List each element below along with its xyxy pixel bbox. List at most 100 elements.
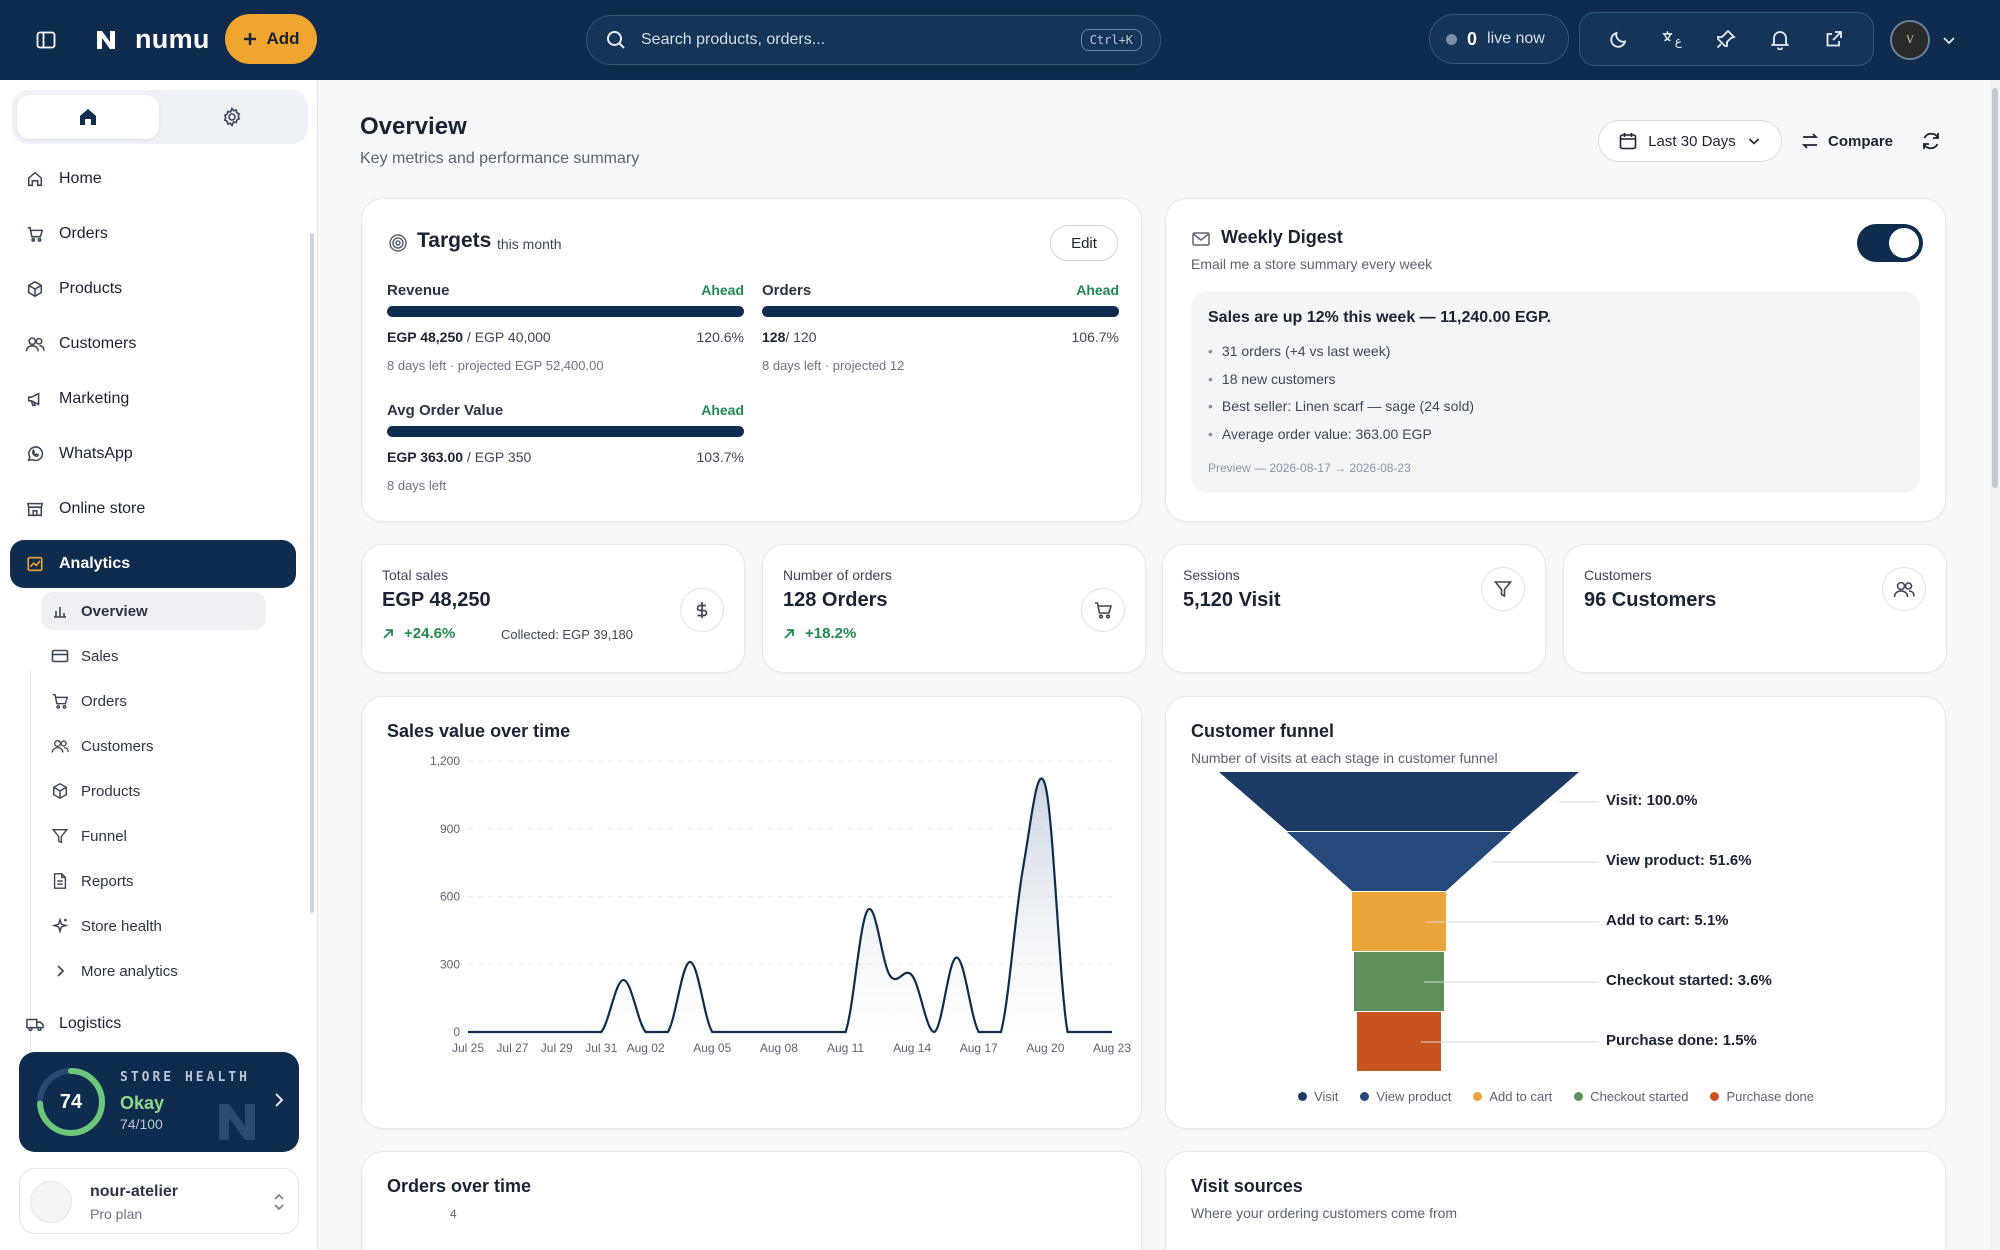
target-label: Revenue [387,282,450,299]
funnel-title: Customer funnel [1191,721,1335,741]
bell-icon[interactable] [1768,27,1792,51]
legend-swatch [1574,1092,1584,1101]
funnel-stage [1354,952,1444,1011]
megaphone-icon [25,389,45,409]
user-avatar[interactable]: V [1890,20,1930,60]
funnel-label: Visit: 100.0% [1606,792,1698,809]
kpi-value: 5,120 Visit [1183,589,1281,611]
account-plan: Pro plan [90,1206,143,1222]
page-scrollbar[interactable] [1990,80,2000,1250]
date-range-label: Last 30 Days [1648,132,1736,150]
svg-text:ع: ع [1674,34,1682,48]
sidebar-scrollbar[interactable] [310,233,314,913]
tab-settings[interactable] [161,95,303,139]
calendar-icon [1619,133,1637,150]
kpi-sessions[interactable]: Sessions 5,120 Visit [1162,544,1546,673]
sidebar-item-marketing[interactable]: Marketing [10,375,296,423]
x-tick-label: Jul 31 [585,1041,617,1055]
moon-icon[interactable] [1607,27,1631,51]
date-range-select[interactable]: Last 30 Days [1598,120,1782,162]
x-tick-label: Aug 14 [893,1041,931,1055]
chevron-right-icon [269,1090,289,1110]
kpi-number-of-orders[interactable]: Number of orders 128 Orders +18.2% [762,544,1146,673]
sidebar-item-products[interactable]: Products [10,265,296,313]
kpi-label: Sessions [1183,567,1240,583]
box-icon [51,782,69,800]
sidebar-sub-orders[interactable]: Orders [41,682,266,720]
sidebar-sub-customers[interactable]: Customers [41,727,266,765]
targets-card: Targets this month Edit Revenue Ahead EG… [361,198,1142,522]
kpi-total-sales[interactable]: Total sales EGP 48,250 +24.6% Collected:… [361,544,745,673]
sidebar-item-analytics[interactable]: Analytics [10,540,296,588]
target-goal: / EGP 40,000 [463,329,551,345]
sidebar-item-whatsapp[interactable]: WhatsApp [10,430,296,478]
account-switcher[interactable]: nour-atelier Pro plan [19,1168,299,1234]
legend-item: Purchase done [1710,1089,1814,1104]
sales-area [468,778,1112,1032]
users-icon [51,737,69,755]
health-status: Okay [120,1093,165,1113]
live-visitors-pill[interactable]: 0 live now [1429,14,1569,64]
sidebar-sub-more-analytics[interactable]: More analytics [41,952,266,990]
sidebar-item-customers[interactable]: Customers [10,320,296,368]
sidebar-item-label: Products [59,280,123,297]
gear-icon [223,106,241,128]
sidebar-sub-funnel[interactable]: Funnel [41,817,266,855]
refresh-icon[interactable] [1920,130,1942,152]
document-icon [51,872,69,890]
sidebar-toggle-icon[interactable] [34,28,58,52]
compare-button[interactable]: Compare [1800,120,1895,162]
page-title: Overview [360,113,467,140]
sidebar-sub-overview[interactable]: Overview [41,592,266,630]
sidebar-sub-sales[interactable]: Sales [41,637,266,675]
edit-targets-button[interactable]: Edit [1050,225,1118,261]
sidebar-sub-reports[interactable]: Reports [41,862,266,900]
external-link-icon[interactable] [1822,27,1846,51]
add-button[interactable]: Add [225,14,317,64]
dollar-icon [680,588,724,632]
sidebar-sub-label: Orders [81,692,127,710]
home-icon [80,109,96,125]
digest-toggle[interactable] [1857,224,1923,262]
topbar-actions: ع [1579,12,1874,66]
funnel-label: Add to cart: 5.1% [1606,912,1729,929]
target-goal: / 120 [785,329,817,345]
target-percent: 120.6% [696,329,744,345]
whatsapp-icon [25,444,45,464]
sidebar-item-orders[interactable]: Orders [10,210,296,258]
sidebar-item-online-store[interactable]: Online store [10,485,296,533]
targets-title: Targets [417,229,492,252]
sidebar-sub-products[interactable]: Products [41,772,266,810]
target-status: Ahead [701,282,744,298]
store-health-card[interactable]: 74 STORE HEALTH Okay 74/100 [19,1052,299,1152]
kpi-trend-value: +18.2% [805,625,857,642]
translate-icon[interactable]: ع [1661,27,1685,51]
live-label: live now [1487,30,1545,47]
kpi-customers[interactable]: Customers 96 Customers [1563,544,1947,673]
sidebar-sub-label: Reports [81,872,134,890]
sidebar-item-home[interactable]: Home [10,155,296,203]
compare-label: Compare [1828,132,1894,150]
target-value: EGP 363.00 / EGP 350 [387,449,531,465]
sales-value-chart: 0 300 600 900 1,200 Jul 25 Jul 27 Jul 29 Jul 31 A… [430,754,1131,1055]
scrollbar-thumb[interactable] [1992,88,1998,488]
sidebar-tabs [12,90,308,144]
target-status: Ahead [701,402,744,418]
sidebar-sub-store-health[interactable]: Store health [41,907,266,945]
target-progress-bar [387,306,744,317]
pin-icon[interactable] [1714,27,1738,51]
search-bar[interactable]: Search products, orders... Ctrl+K [586,15,1161,65]
users-icon [25,334,45,354]
sidebar-item-label: Logistics [59,1015,122,1032]
tab-home[interactable] [17,95,159,139]
sidebar-item-logistics[interactable]: Logistics [10,1000,296,1048]
funnel-stage [1352,892,1446,951]
y-tick-label: 0 [453,1025,460,1039]
bar-chart-icon [51,602,69,620]
submenu-guide-line [30,670,31,1070]
chevron-down-icon[interactable] [1940,31,1958,49]
target-status: Ahead [1076,282,1119,298]
legend-item: View product [1360,1089,1451,1104]
y-tick-label: 1,200 [430,754,460,768]
x-tick-label: Aug 11 [827,1041,864,1055]
